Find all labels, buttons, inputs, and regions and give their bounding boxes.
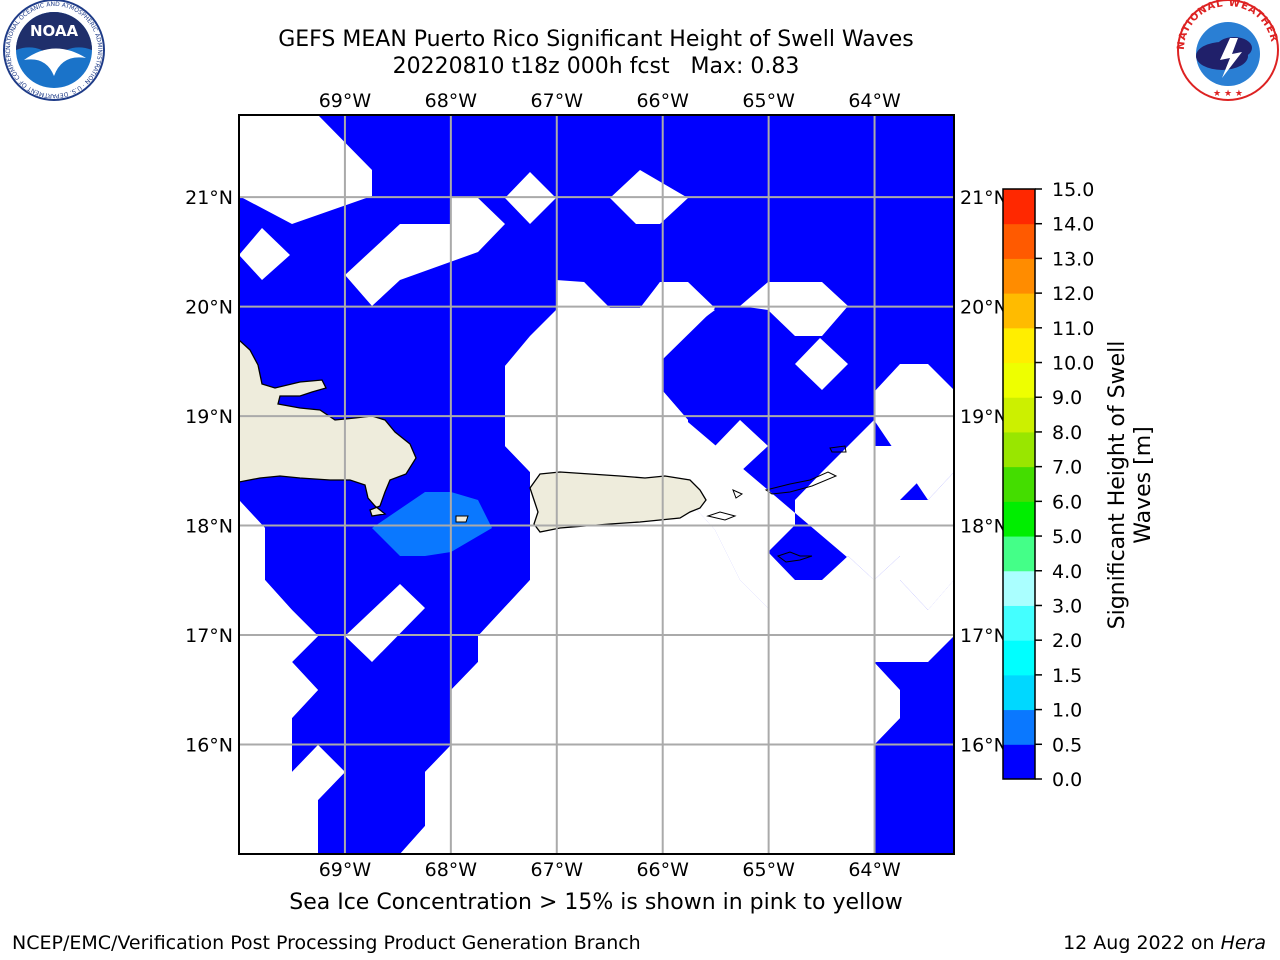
- lon-tick-label-top: 67°W: [531, 90, 584, 112]
- colorbar-tick-label: 0.0: [1052, 769, 1082, 791]
- colorbar-tick-label: 4.0: [1052, 561, 1082, 583]
- footer-host: Hera: [1220, 932, 1266, 954]
- colorbar-tick-label: 6.0: [1052, 491, 1082, 513]
- lat-tick-label-left: 16°N: [185, 735, 233, 757]
- colorbar-swatch: [1003, 501, 1035, 537]
- colorbar-label-line1: Significant Height of Swell: [1105, 341, 1130, 630]
- lon-tick-label-top: 68°W: [425, 90, 478, 112]
- lon-tick-label-top: 64°W: [848, 90, 901, 112]
- lon-tick-label-bottom: 69°W: [319, 859, 372, 881]
- colorbar-swatch: [1003, 362, 1035, 398]
- colorbar-swatch: [1003, 570, 1035, 606]
- colorbar-swatch: [1003, 397, 1035, 433]
- colorbar-tick-label: 15.0: [1052, 179, 1094, 201]
- lon-tick-label-top: 65°W: [742, 90, 795, 112]
- colorbar-tick-label: 2.0: [1052, 630, 1082, 652]
- hispaniola-land: [239, 339, 417, 517]
- colorbar-swatch: [1003, 189, 1035, 225]
- colorbar-tick-label: 1.5: [1052, 665, 1082, 687]
- colorbar-tick-label: 0.5: [1052, 734, 1082, 756]
- colorbar-label-line2: Waves [m]: [1131, 426, 1156, 543]
- lat-tick-label-right: 19°N: [960, 406, 1008, 428]
- colorbar-swatch: [1003, 327, 1035, 364]
- colorbar-tick-label: 14.0: [1052, 214, 1094, 236]
- nws-logo: NATIONAL WEATHER SERVICE ★ ★ ★: [1176, 0, 1279, 101]
- colorbar-tick-label: 3.0: [1052, 595, 1082, 617]
- colorbar-tick-label: 5.0: [1052, 526, 1082, 548]
- colorbar-swatch: [1003, 709, 1035, 745]
- colorbar-swatch: [1003, 536, 1035, 572]
- swell-band-0.5-1.0: [372, 492, 492, 556]
- colorbar-frame: [1002, 188, 1036, 780]
- colorbar-swatch: [1003, 431, 1035, 468]
- noaa-logo: NATIONAL OCEANIC AND ATMOSPHERIC ADMINIS…: [2, 0, 105, 101]
- colorbar-tick-label: 8.0: [1052, 422, 1082, 444]
- map-frame: [238, 114, 955, 855]
- svg-text:★ ★ ★: ★ ★ ★: [1213, 89, 1243, 99]
- colorbar: 0.0 0.5 1.0 1.5 2.0 3.0 4.0 5.0 6.0 7.0 8.0 9.0 10.0…: [1002, 179, 1156, 791]
- colorbar-swatch: [1003, 640, 1035, 676]
- lat-tick-label-left: 19°N: [185, 406, 233, 428]
- lat-tick-label-right: 21°N: [960, 187, 1008, 209]
- sea-ice-caption: Sea Ice Concentration > 15% is shown in …: [289, 890, 903, 915]
- swell-band-0.0-0.5: [239, 115, 954, 854]
- map-panel: 69°W 69°W 68°W 68°W 67°W 67°W 66°W 66°W 65°W 65°W…: [185, 90, 1008, 881]
- lon-tick-label-top: 66°W: [636, 90, 689, 112]
- colorbar-swatch: [1003, 293, 1035, 329]
- lon-tick-label-bottom: 67°W: [531, 859, 584, 881]
- lat-tick-label-left: 18°N: [185, 516, 233, 538]
- lat-tick-label-left: 21°N: [185, 187, 233, 209]
- colorbar-tick-label: 11.0: [1052, 318, 1094, 340]
- chart-subtitle: 20220810 t18z 000h fcst Max: 0.83: [392, 54, 800, 79]
- footer-date-text: 12 Aug 2022 on: [1063, 932, 1221, 954]
- colorbar-swatch: [1003, 223, 1035, 259]
- footer-date: 12 Aug 2022 on Hera: [1063, 932, 1266, 954]
- colorbar-tick-label: 7.0: [1052, 457, 1082, 479]
- colorbar-swatch: [1003, 674, 1035, 711]
- noaa-wordmark: NOAA: [30, 22, 79, 40]
- colorbar-tick-label: 9.0: [1052, 387, 1082, 409]
- lon-tick-label-top: 69°W: [319, 90, 372, 112]
- lat-tick-label-right: 18°N: [960, 516, 1008, 538]
- lon-tick-label-bottom: 66°W: [636, 859, 689, 881]
- lat-tick-label-left: 17°N: [185, 625, 233, 647]
- lat-tick-label-right: 16°N: [960, 735, 1008, 757]
- chart-title: GEFS MEAN Puerto Rico Significant Height…: [278, 27, 914, 52]
- colorbar-swatch: [1003, 605, 1035, 641]
- colorbar-swatch: [1003, 466, 1035, 502]
- footer-credit: NCEP/EMC/Verification Post Processing Pr…: [12, 932, 641, 954]
- lon-tick-label-bottom: 65°W: [742, 859, 795, 881]
- lon-tick-label-bottom: 68°W: [425, 859, 478, 881]
- colorbar-swatch: [1003, 258, 1035, 294]
- colorbar-tick-label: 13.0: [1052, 248, 1094, 270]
- lat-tick-label-right: 20°N: [960, 297, 1008, 319]
- no-swell-region: [556, 280, 954, 854]
- colorbar-swatch: [1003, 744, 1035, 780]
- lat-tick-label-left: 20°N: [185, 297, 233, 319]
- colorbar-tick-label: 1.0: [1052, 700, 1082, 722]
- lon-tick-label-bottom: 64°W: [848, 859, 901, 881]
- lat-tick-label-right: 17°N: [960, 625, 1008, 647]
- colorbar-tick-label: 12.0: [1052, 283, 1094, 305]
- colorbar-tick-label: 10.0: [1052, 353, 1094, 375]
